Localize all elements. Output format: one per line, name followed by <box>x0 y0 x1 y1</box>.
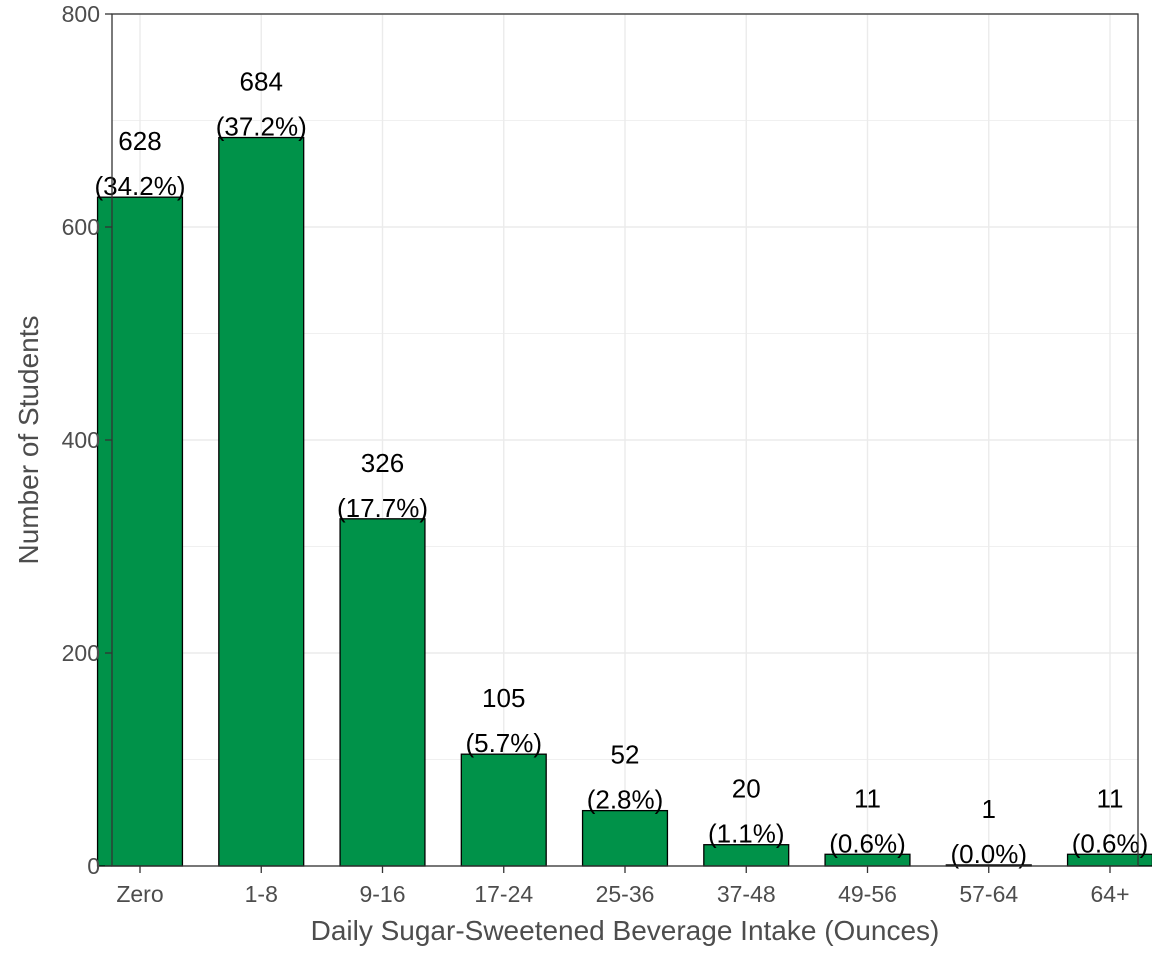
bar-value-label: 20 <box>732 774 761 804</box>
bar-percent-label: (17.7%) <box>337 493 428 523</box>
x-tick-label: 17-24 <box>474 881 533 907</box>
x-tick-label: 64+ <box>1090 881 1129 907</box>
y-tick-label: 0 <box>87 853 100 879</box>
bar-percent-label: (0.0%) <box>950 839 1027 869</box>
x-tick-label: 37-48 <box>717 881 776 907</box>
bar-9-16 <box>339 518 426 867</box>
bar-value-label: 1 <box>982 794 996 824</box>
y-tick-label: 200 <box>62 640 100 666</box>
bar-percent-label: (5.7%) <box>465 728 542 758</box>
bar-percent-label: (2.8%) <box>587 785 664 815</box>
bar-value-label: 11 <box>1097 783 1124 813</box>
bar-percent-label: (0.6%) <box>829 828 906 858</box>
bar-percent-label: (1.1%) <box>708 819 785 849</box>
bar-percent-label: (0.6%) <box>1072 828 1149 858</box>
bar-percent-label: (34.2%) <box>94 171 185 201</box>
x-tick-label: Zero <box>116 881 163 907</box>
bar-labels: (34.2%) 628 (37.2%) 684 (17.7%) 326 (5.7%) 105 (… <box>94 67 1148 869</box>
x-axis: Zero 1-8 9-16 17-24 25-36 37-48 49-56 57-64 64+ <box>116 866 1130 907</box>
x-tick-label: 57-64 <box>959 881 1018 907</box>
x-tick-label: 1-8 <box>245 881 278 907</box>
bar-17-24 <box>460 753 547 867</box>
y-tick-label: 800 <box>62 1 100 27</box>
bar-value-label: 628 <box>118 126 161 156</box>
x-tick-label: 49-56 <box>838 881 897 907</box>
bar-25-36 <box>581 809 669 867</box>
y-axis-title: Number of Students <box>13 315 44 564</box>
bar-value-label: 326 <box>361 448 404 478</box>
bar-value-label: 684 <box>240 67 283 97</box>
x-tick-label: 9-16 <box>359 881 405 907</box>
bar-percent-label: (37.2%) <box>216 112 307 142</box>
y-axis: 0 200 400 600 800 <box>62 1 112 879</box>
bar-zero <box>96 196 184 867</box>
bar-value-label: 105 <box>482 683 525 713</box>
x-axis-title: Daily Sugar-Sweetened Beverage Intake (O… <box>311 915 940 946</box>
bar-value-label: 11 <box>854 783 881 813</box>
y-tick-label: 600 <box>62 214 100 240</box>
bar-1-8 <box>218 136 305 867</box>
bar-value-label: 52 <box>611 740 640 770</box>
y-tick-label: 400 <box>62 427 100 453</box>
x-tick-label: 25-36 <box>596 881 655 907</box>
